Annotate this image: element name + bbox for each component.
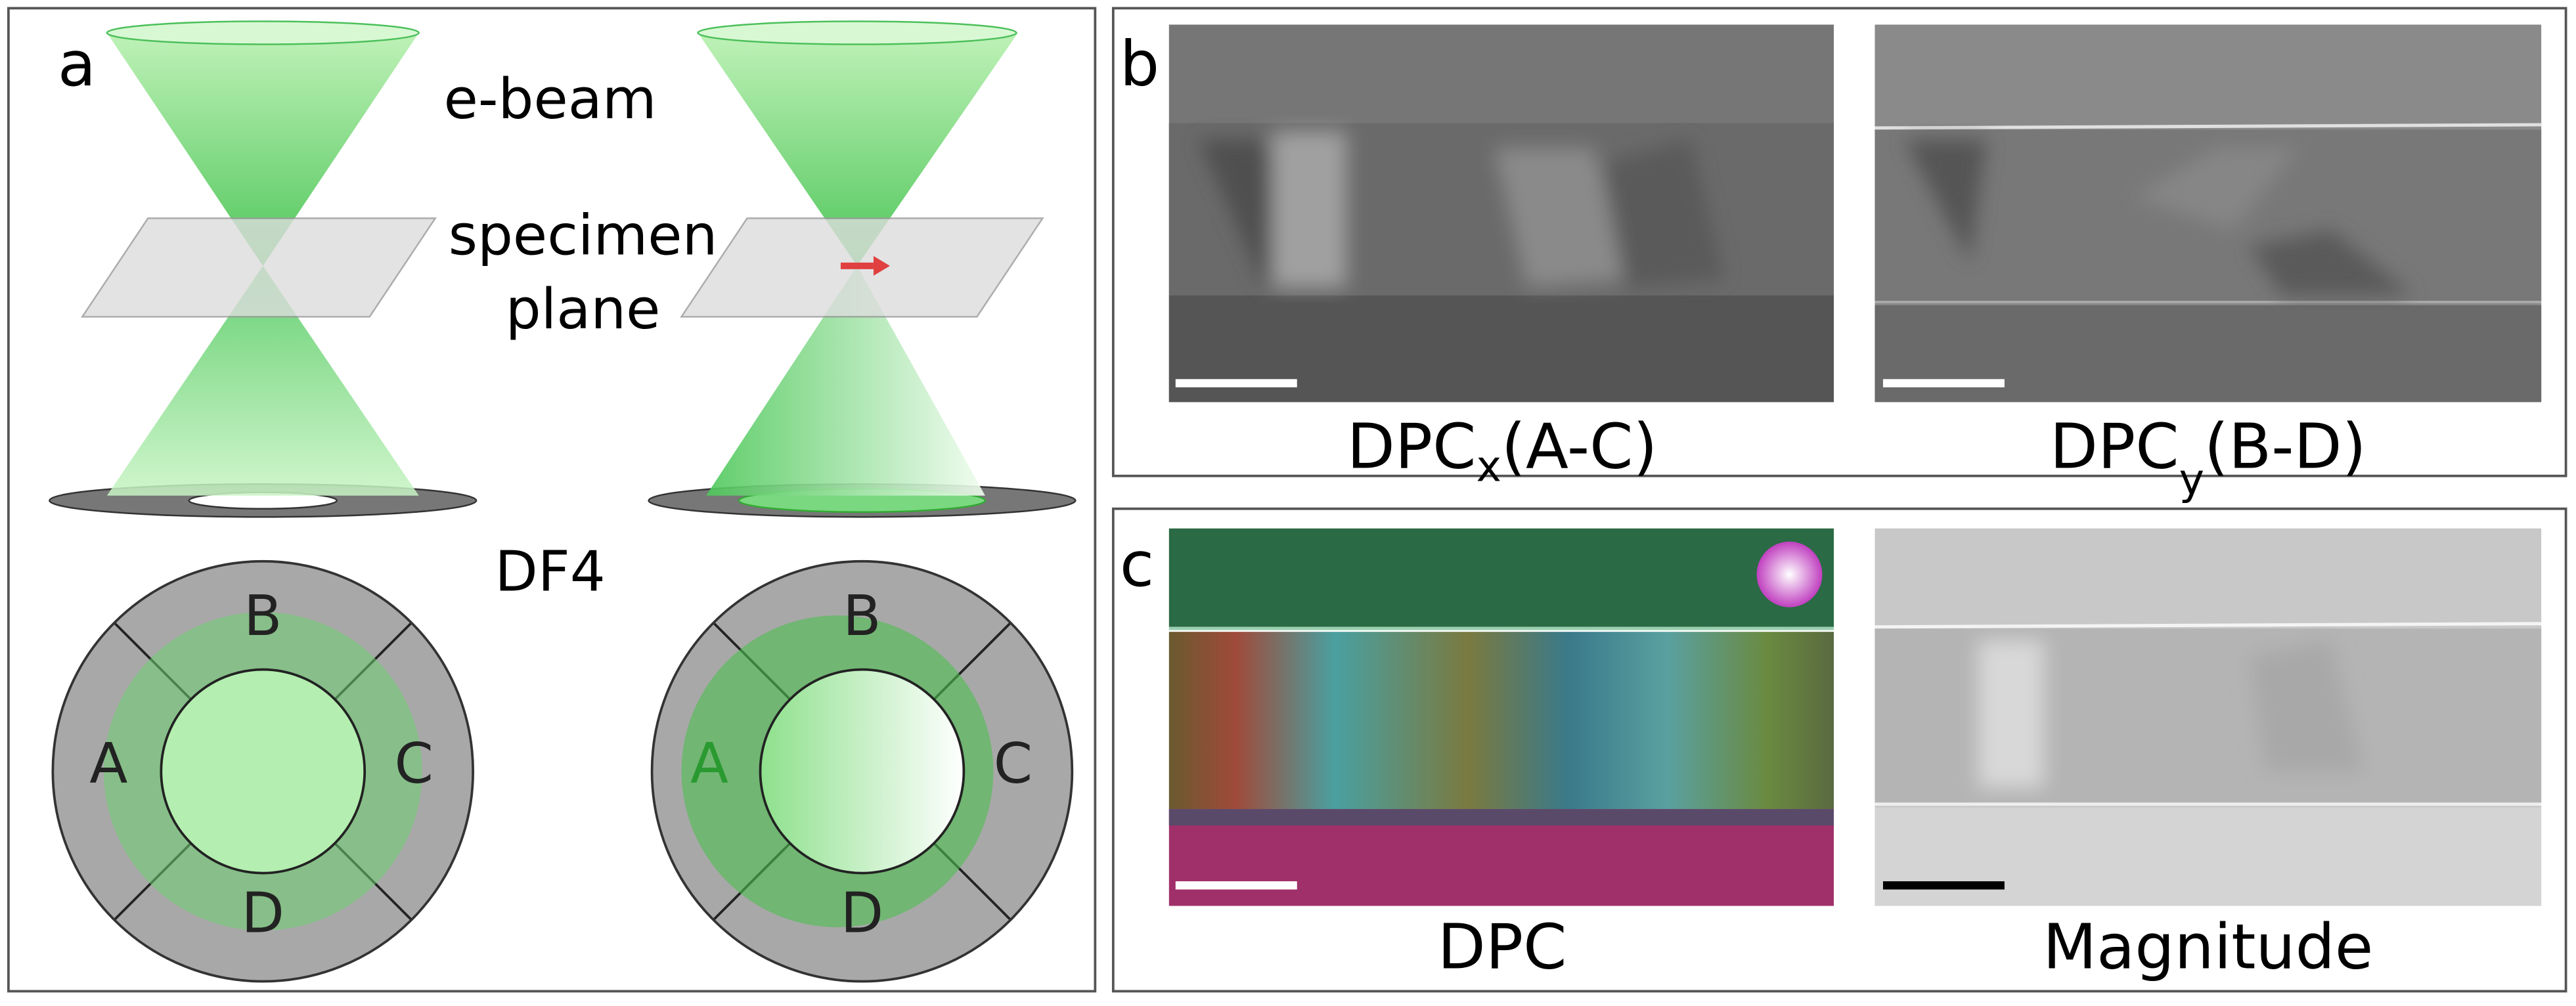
detector [650,559,1074,983]
caption-subscript: y [2179,455,2204,504]
panel-b-frame [1111,7,2567,477]
micrograph [1168,528,1834,906]
segment-label: A [89,732,127,797]
beam-cone [106,265,419,496]
segment-label: C [994,732,1033,797]
panel-label: a [58,28,96,100]
caption-base: DPC [2050,410,2179,483]
caption-base: DPC [1347,410,1477,483]
caption-suffix: (B-D) [2204,410,2366,483]
detector-label: DF4 [495,540,605,605]
beam-top [106,20,420,45]
caption-suffix: (A-C) [1501,410,1658,483]
beam-label: e-beam [444,67,657,132]
image-caption: Magnitude [2043,911,2373,984]
panel-label: c [1120,529,1154,601]
beam-top [697,20,1017,45]
beam-cone [706,265,985,496]
beam-cone [106,32,419,266]
panel-a-frame [7,7,1097,993]
specimen-plane [81,217,437,318]
specimen-label: plane [506,277,661,342]
micrograph [1875,24,2542,403]
segment-label: D [841,881,883,946]
segment-label: C [395,732,433,797]
image-caption: DPCy(B-D) [2050,410,2366,504]
caption-subscript: x [1476,442,1501,491]
panel-c-frame [1111,507,2567,993]
deflection-arrow [873,255,890,276]
segment-label: B [244,584,282,649]
micrograph [1875,528,2542,906]
segment-label: A [690,732,728,797]
image-caption: DPCx(A-C) [1347,410,1658,491]
segment-label: D [242,881,284,946]
specimen-label: specimen [449,203,718,268]
beam-cone [698,32,1018,266]
panel-label: b [1120,28,1159,100]
micrograph [1168,24,1834,403]
detector [51,559,475,983]
segment-label: B [843,584,881,649]
image-caption: DPC [1438,911,1567,984]
